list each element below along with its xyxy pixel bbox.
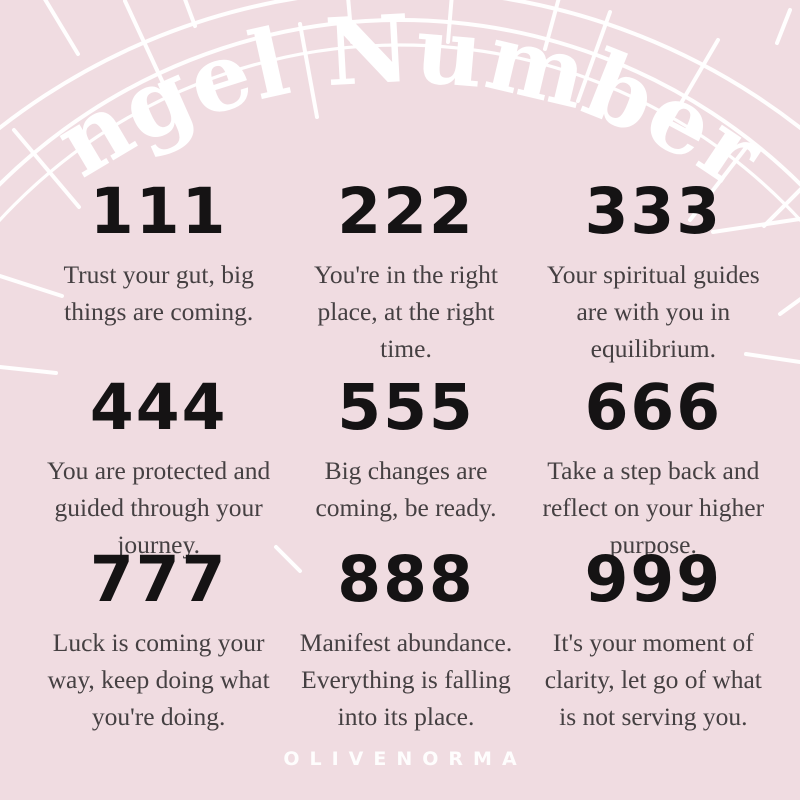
angel-number: 333: [584, 175, 723, 248]
number-meaning: It's your moment of clarity, let go of w…: [544, 628, 762, 731]
angel-number: 555: [337, 371, 475, 444]
number-meaning: Your spiritual guides are with you in eq…: [546, 260, 760, 363]
angel-number: 666: [584, 371, 723, 444]
number-meaning: Manifest abundance. Everything is fallin…: [299, 628, 513, 731]
angel-number-card-777: 777 Luck is coming your way, keep doing …: [38, 540, 279, 740]
angel-number-card-555: 555 Big changes are coming, be ready.: [285, 368, 526, 540]
radial-tick-lines: [0, 0, 800, 573]
brand-wordmark: OLIVENORMA: [283, 748, 527, 770]
number-meaning: You're in the right place, at the right …: [313, 260, 499, 363]
angel-numbers-grid: 111 Trust your gut, big things are comin…: [38, 172, 774, 740]
number-meaning: Take a step back and reflect on your hig…: [542, 456, 765, 559]
angel-number: 111: [89, 175, 228, 248]
angel-number-card-222: 222 You're in the right place, at the ri…: [285, 172, 526, 368]
number-meaning: You are protected and guided through you…: [47, 456, 271, 559]
angel-number-card-111: 111 Trust your gut, big things are comin…: [38, 172, 279, 368]
angel-number: 888: [337, 543, 475, 616]
angel-number-card-999: 999 It's your moment of clarity, let go …: [533, 540, 774, 740]
number-meaning: Trust your gut, big things are coming.: [63, 260, 254, 326]
number-meaning: Big changes are coming, be ready.: [315, 456, 497, 522]
angel-number: 444: [89, 371, 228, 444]
angel-number-card-333: 333 Your spiritual guides are with you i…: [533, 172, 774, 368]
angel-number-card-666: 666 Take a step back and reflect on your…: [533, 368, 774, 559]
angel-number-card-444: 444 You are protected and guided through…: [38, 368, 279, 559]
angel-number: 777: [89, 543, 228, 616]
angel-number: 999: [584, 543, 723, 616]
number-meaning: Luck is coming your way, keep doing what…: [47, 628, 270, 731]
angel-number: 222: [337, 175, 475, 248]
angel-number-card-888: 888 Manifest abundance. Everything is fa…: [285, 540, 526, 740]
